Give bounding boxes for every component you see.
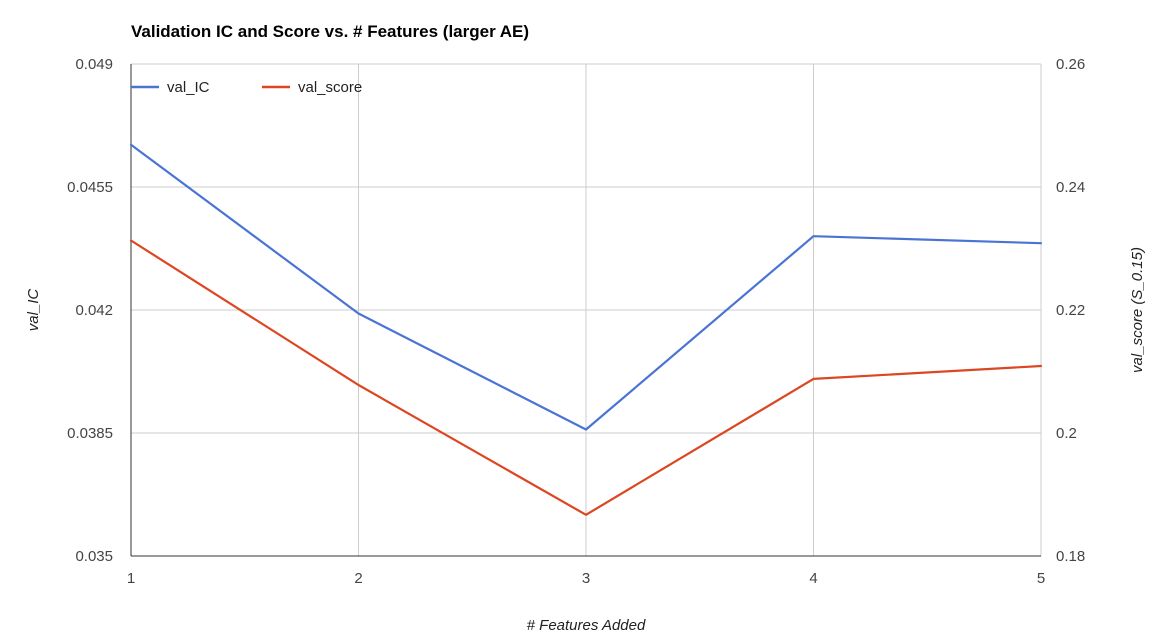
series-line-val-IC <box>129 143 1043 431</box>
y-left-tick-label: 0.049 <box>75 56 113 73</box>
x-axis-title: # Features Added <box>527 617 646 634</box>
grid <box>131 63 1042 556</box>
x-tick-label: 1 <box>127 570 135 587</box>
series-layer <box>129 143 1043 516</box>
y-right-tick-label: 0.26 <box>1056 56 1085 73</box>
y-left-tick-label: 0.0455 <box>67 179 113 196</box>
y-right-tick-label: 0.24 <box>1056 179 1085 196</box>
x-tick-label: 3 <box>582 570 590 587</box>
series-line-val-score <box>129 239 1043 516</box>
legend-label-val-IC: val_IC <box>167 79 210 96</box>
x-tick-label: 2 <box>354 570 362 587</box>
y-left-tick-label: 0.0385 <box>67 425 113 442</box>
x-tick-label: 5 <box>1037 570 1045 587</box>
y-axis-right-title: val_score (S_0.15) <box>1129 247 1146 373</box>
axes: 0.035 0.18 0.0385 0.2 0.042 0.22 0.0455 0.24 0.0… <box>67 56 1085 587</box>
x-tick-label: 4 <box>809 570 817 587</box>
y-left-tick-label: 0.042 <box>75 302 113 319</box>
y-right-tick-label: 0.18 <box>1056 548 1085 565</box>
y-right-tick-label: 0.22 <box>1056 302 1085 319</box>
chart-title: Validation IC and Score vs. # Features (… <box>131 22 529 41</box>
y-axis-left-title: val_IC <box>25 289 42 332</box>
y-left-tick-label: 0.035 <box>75 548 113 565</box>
y-right-tick-label: 0.2 <box>1056 425 1077 442</box>
legend-label-val-score: val_score <box>298 79 362 96</box>
legend: val_IC val_score <box>131 79 362 96</box>
